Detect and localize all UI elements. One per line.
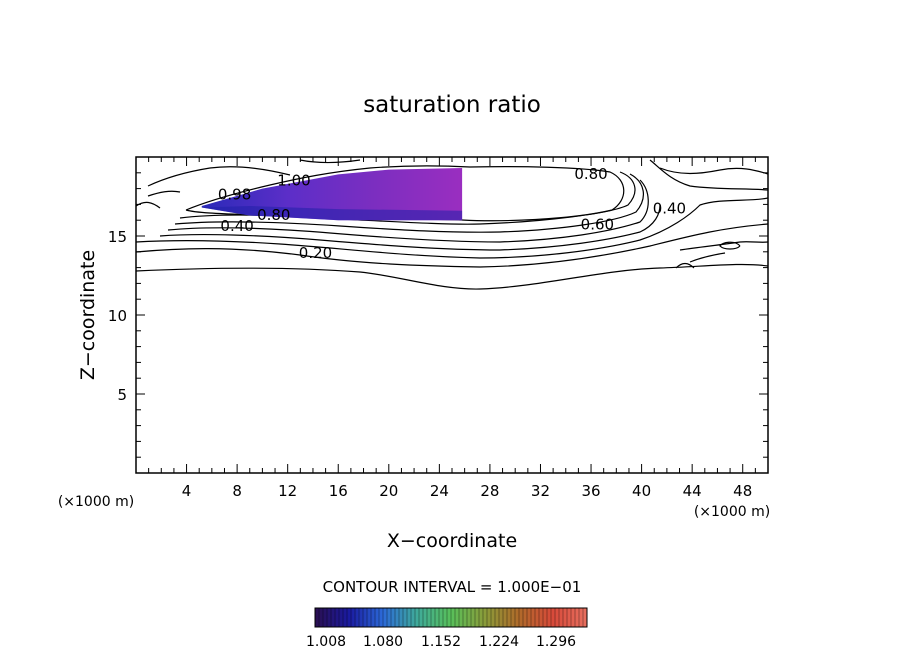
contour-labels: 0.200.400.800.600.400.801.000.98 [218, 165, 686, 262]
x-tick-label: 12 [278, 482, 297, 500]
contour-label: 0.98 [218, 186, 251, 204]
contour-label: 0.80 [257, 206, 290, 224]
contour-line [147, 166, 291, 187]
contour-lines [136, 159, 768, 290]
contour-label: 0.60 [581, 216, 614, 234]
x-tick-label: 16 [329, 482, 348, 500]
contour-line [167, 179, 649, 243]
x-tick-label: 36 [581, 482, 600, 500]
x-tick-label: 24 [430, 482, 449, 500]
colorbar: 1.008 1.080 1.152 1.224 1.296 [306, 607, 588, 650]
x-tick-label: 28 [480, 482, 499, 500]
contour-line [675, 262, 695, 269]
colorbar-tick-label: 1.296 [536, 634, 576, 650]
contour-interval-text: CONTOUR INTERVAL = 1.000E−01 [323, 578, 582, 596]
contour-line [174, 173, 644, 233]
x-tick-label: 44 [683, 482, 702, 500]
x-tick-label: 4 [182, 482, 192, 500]
contour-label: 0.40 [220, 217, 253, 235]
colorbar-tick-label: 1.080 [363, 634, 403, 650]
contour-line [679, 241, 768, 251]
y-axis-ticks: 5 10 15 [108, 172, 768, 458]
contour-line [299, 159, 361, 164]
shaded-supersaturation-region [201, 168, 463, 221]
y-axis-label: Z−coordinate [77, 250, 99, 380]
contour-line [659, 167, 768, 175]
colorbar-tick-label: 1.008 [306, 634, 346, 650]
contour-label: 0.20 [299, 244, 332, 262]
contour-label: 0.40 [653, 200, 686, 218]
x-tick-label: 40 [632, 482, 651, 500]
contour-line [136, 197, 768, 259]
chart-title: saturation ratio [363, 92, 541, 118]
contour-line [147, 190, 181, 197]
contour-line [649, 159, 768, 191]
contour-line [136, 223, 768, 268]
x-tick-label: 48 [733, 482, 752, 500]
x-tick-label: 32 [531, 482, 550, 500]
contour-line [689, 252, 726, 263]
x-tick-label: 8 [232, 482, 242, 500]
contour-line [159, 204, 661, 251]
y-tick-label: 5 [117, 386, 127, 404]
y-tick-label: 10 [108, 307, 127, 325]
x-tick-label: 20 [379, 482, 398, 500]
colorbar-tick-label: 1.152 [421, 634, 461, 650]
contour-line [136, 201, 161, 209]
y-tick-label: 15 [108, 228, 127, 246]
contour-line [719, 241, 741, 250]
contour-line [136, 263, 768, 290]
x-unit-label-left: (×1000 m) [58, 494, 134, 510]
contour-label: 0.80 [574, 165, 607, 183]
x-unit-label-right: (×1000 m) [694, 504, 770, 520]
x-axis-ticks: 4 8 12 16 20 24 28 32 36 40 44 48 [148, 157, 756, 500]
shaded-area-lower-band [201, 205, 463, 221]
x-axis-label: X−coordinate [387, 530, 517, 552]
colorbar-tick-label: 1.224 [479, 634, 519, 650]
contour-label: 1.00 [277, 171, 310, 189]
